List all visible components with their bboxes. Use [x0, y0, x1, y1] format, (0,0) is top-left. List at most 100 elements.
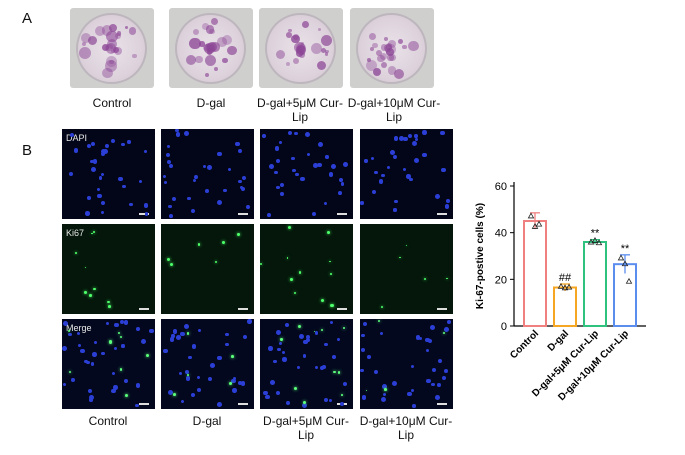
cell-nucleus: [381, 383, 387, 389]
colony: [204, 55, 216, 67]
data-point: [527, 212, 535, 219]
cell-nucleus: [178, 372, 182, 376]
cell-nucleus: [444, 326, 450, 332]
colony: [108, 24, 118, 33]
cell-nucleus: [93, 340, 97, 344]
cell-nucleus: [342, 382, 347, 387]
colony: [106, 31, 118, 43]
cell-nucleus: [392, 381, 398, 386]
cell-nucleus: [276, 185, 280, 190]
ki67-bar-chart: 0 20 40 60 Ki-67-postive cells (%) Control ## D…: [470, 170, 650, 410]
cell-nucleus: [68, 171, 74, 177]
cell-nucleus: [185, 376, 191, 381]
significance-label: ##: [559, 272, 572, 284]
cell-nucleus: [97, 194, 102, 199]
cell-nucleus: [427, 338, 433, 344]
cell-nucleus: [360, 201, 364, 205]
cell-nucleus: [196, 375, 201, 380]
colony: [206, 44, 214, 52]
cell-nucleus: [320, 329, 323, 332]
colony: [129, 27, 137, 35]
cell-nucleus: [280, 191, 285, 196]
cell-nucleus: [204, 189, 209, 194]
cell-nucleus: [143, 149, 147, 153]
cell-nucleus: [382, 393, 386, 397]
cell-nucleus: [303, 339, 308, 345]
cell-nucleus: [90, 362, 94, 366]
data-point: [535, 220, 543, 227]
scale-bar: [139, 403, 149, 405]
cell-nucleus: [298, 271, 302, 274]
cell-nucleus: [312, 163, 318, 168]
cell-nucleus: [303, 401, 307, 405]
colony: [88, 36, 98, 46]
cell-nucleus: [175, 335, 181, 340]
cell-nucleus: [108, 305, 112, 308]
cell-nucleus: [124, 378, 129, 383]
cell-nucleus: [286, 257, 289, 260]
data-point: [587, 238, 595, 245]
cell-nucleus: [190, 393, 196, 398]
colony: [372, 42, 378, 49]
micrograph-ki67: [161, 224, 254, 314]
colony: [186, 54, 196, 65]
cell-nucleus: [80, 348, 85, 354]
colony: [288, 28, 292, 33]
cell-nucleus: [328, 398, 332, 402]
cell-nucleus: [105, 321, 109, 325]
colony: [189, 38, 201, 50]
plate-label: D-gal+5μM Cur-Lip: [257, 96, 343, 124]
cell-nucleus: [262, 134, 267, 138]
cell-nucleus: [84, 266, 87, 269]
cell-nucleus: [134, 403, 139, 408]
cell-nucleus: [284, 322, 289, 327]
micrograph-dapi: [260, 129, 353, 219]
y-tick-label: 60: [495, 181, 507, 193]
colony: [325, 49, 330, 54]
bar: [553, 286, 577, 327]
cell-nucleus: [260, 262, 263, 265]
cell-nucleus: [92, 159, 98, 164]
cell-nucleus: [63, 383, 67, 387]
colony: [316, 60, 326, 70]
colony: [387, 54, 394, 61]
row-label-dapi: DAPI: [66, 133, 88, 143]
cell-nucleus: [434, 193, 440, 199]
cell-nucleus: [91, 142, 96, 147]
cell-nucleus: [268, 346, 273, 351]
cell-nucleus: [108, 340, 113, 344]
colony: [292, 33, 300, 40]
cell-nucleus: [163, 348, 168, 354]
data-point: [625, 277, 633, 284]
cell-nucleus: [321, 365, 326, 369]
cell-nucleus: [171, 334, 175, 338]
colony: [125, 26, 129, 30]
data-point: [591, 237, 599, 243]
cell-nucleus: [360, 368, 364, 372]
data-point: [565, 283, 573, 290]
cell-nucleus: [240, 187, 245, 192]
cell-nucleus: [361, 395, 367, 400]
colony: [302, 21, 310, 29]
y-tick-label: 20: [495, 274, 507, 286]
row-label-merge: Merge: [66, 323, 92, 333]
cell-nucleus: [225, 342, 229, 346]
cell-nucleus: [166, 258, 170, 262]
cell-nucleus: [317, 142, 323, 148]
cell-nucleus: [330, 164, 336, 170]
cell-nucleus: [399, 256, 402, 259]
cell-nucleus: [314, 331, 319, 335]
colony: [105, 43, 117, 54]
cell-nucleus: [393, 208, 397, 212]
cell-nucleus: [405, 244, 408, 247]
scale-bar: [238, 403, 248, 405]
cell-nucleus: [165, 153, 170, 158]
cell-nucleus: [392, 154, 397, 159]
cell-nucleus: [411, 365, 415, 369]
cell-nucleus: [227, 167, 231, 171]
data-point: [595, 239, 603, 246]
cell-nucleus: [386, 166, 391, 170]
cell-nucleus: [90, 166, 96, 172]
cell-nucleus: [337, 371, 340, 374]
cell-nucleus: [362, 321, 368, 327]
